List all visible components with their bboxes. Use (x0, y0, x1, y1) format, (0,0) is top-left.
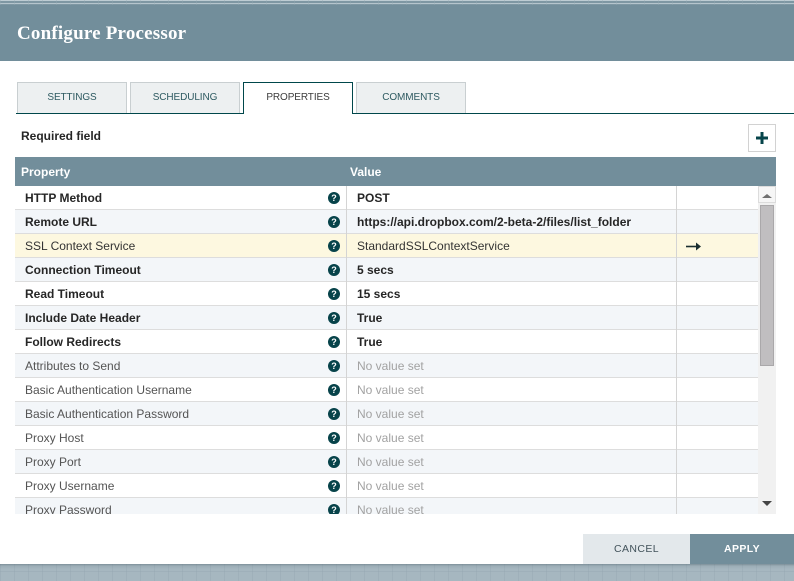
svg-text:?: ? (331, 217, 337, 227)
svg-text:?: ? (331, 385, 337, 395)
svg-text:?: ? (331, 433, 337, 443)
svg-text:?: ? (331, 241, 337, 251)
svg-text:?: ? (331, 481, 337, 491)
svg-text:?: ? (331, 337, 337, 347)
svg-text:?: ? (331, 361, 337, 371)
svg-text:?: ? (331, 505, 337, 514)
svg-text:?: ? (331, 313, 337, 323)
svg-text:?: ? (331, 193, 337, 203)
svg-text:?: ? (331, 289, 337, 299)
svg-text:?: ? (331, 457, 337, 467)
svg-text:?: ? (331, 409, 337, 419)
svg-text:?: ? (331, 265, 337, 275)
